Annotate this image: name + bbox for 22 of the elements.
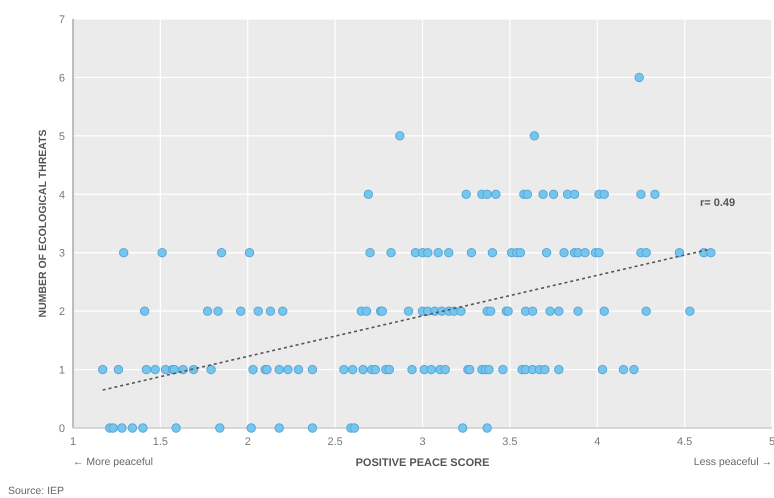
y-tick-label: 6 <box>58 72 65 84</box>
y-axis-title: NUMBER OF ECOLOGICAL THREATS <box>37 129 49 318</box>
y-tick-label: 7 <box>58 14 65 26</box>
x-tick-label: 4 <box>594 436 600 448</box>
x-axis-title: POSITIVE PEACE SCORE <box>356 457 490 469</box>
x-tick-label: 4.5 <box>676 436 692 448</box>
source-note: Source: IEP <box>8 485 64 497</box>
text: Less peaceful → <box>694 456 772 468</box>
text: ← More peaceful <box>73 456 153 468</box>
y-tick-label: 0 <box>58 423 65 435</box>
x-tick-label: 2 <box>244 436 251 448</box>
y-tick-label: 5 <box>58 130 65 143</box>
x-tick-label: 3 <box>419 436 426 448</box>
y-tick-label: 1 <box>58 364 65 377</box>
x-tick-label: 1.5 <box>152 436 168 448</box>
y-tick-label: 3 <box>58 248 65 260</box>
x-tick-label: 1 <box>70 436 76 448</box>
x-tick-label: 3.5 <box>502 436 518 448</box>
x-tick-label: 2.5 <box>327 436 343 448</box>
y-tick-label: 2 <box>58 306 65 318</box>
y-tick-label: 4 <box>58 189 65 202</box>
annotation: r= 0.49 <box>700 197 736 209</box>
